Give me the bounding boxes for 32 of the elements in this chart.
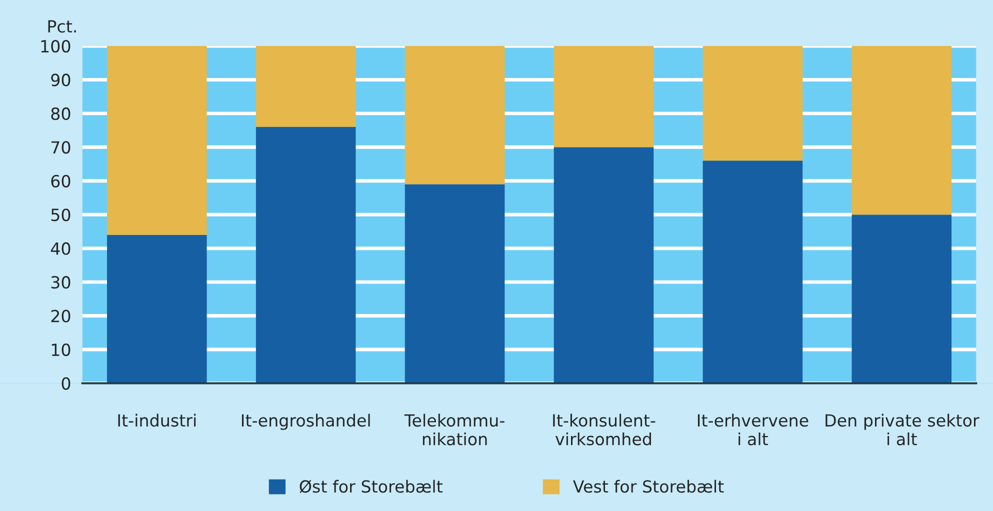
x-tick-label: Telekommu- nikation xyxy=(404,414,504,446)
y-tick-label: 100 xyxy=(41,40,70,53)
x-tick-label: Den private sektor i alt xyxy=(826,414,980,446)
y-axis-title: Pct. xyxy=(48,20,76,33)
legend-label: Vest for Storebælt xyxy=(573,480,724,493)
bar xyxy=(852,46,952,215)
bar xyxy=(404,46,505,184)
y-tick-label: 0 xyxy=(62,377,70,390)
y-tick-label: 80 xyxy=(51,107,70,120)
y-tick-label: 90 xyxy=(51,74,70,86)
bar xyxy=(256,46,356,127)
bar xyxy=(702,46,803,161)
y-tick-label: 50 xyxy=(51,208,70,222)
x-tick-label: It-engroshandel xyxy=(242,414,370,430)
bar xyxy=(106,234,207,384)
x-tick-label: It-konsulent- virksomhed xyxy=(553,414,656,446)
bar xyxy=(852,214,952,384)
y-tick-label: 40 xyxy=(50,242,70,255)
bar xyxy=(106,46,207,235)
x-tick-label: It-industri xyxy=(118,414,196,427)
y-tick-label: 30 xyxy=(51,276,70,289)
bar xyxy=(554,46,654,148)
y-tick-label: 10 xyxy=(52,343,70,356)
y-tick-label: 70 xyxy=(51,141,70,154)
bar xyxy=(404,184,505,384)
legend-label: Øst for Storebælt xyxy=(300,480,442,494)
bar xyxy=(256,126,356,384)
y-tick-label: 60 xyxy=(51,174,70,188)
x-tick-label: It-erhvervene i alt xyxy=(698,414,808,446)
bar xyxy=(702,160,803,384)
bar xyxy=(554,147,654,384)
y-tick-label: 20 xyxy=(51,310,70,322)
